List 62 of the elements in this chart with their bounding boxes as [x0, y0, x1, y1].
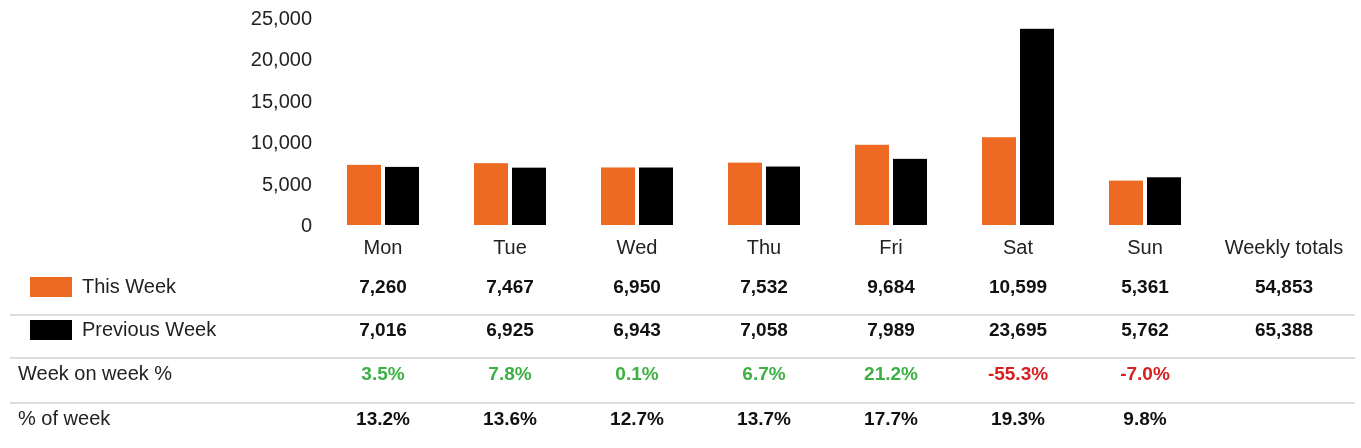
text: 3.5% [361, 363, 405, 384]
y-tick-label: 5,000 [261, 172, 312, 195]
x-tick-label: Fri [879, 236, 903, 258]
text: 6.7% [742, 363, 786, 384]
data-label: 7,260 [359, 276, 407, 297]
x-tick-label: Sat [1002, 236, 1034, 258]
text: 13.7% [737, 408, 792, 429]
bar [512, 167, 546, 225]
text: 54,853 [1254, 276, 1314, 297]
data-label: 7,058 [740, 319, 788, 340]
y-tick-label: 20,000 [250, 48, 312, 71]
legend-label: Previous Week [82, 318, 218, 340]
x-tick-label: Wed [616, 236, 658, 258]
y-tick-label: 15,000 [250, 89, 312, 112]
bar [1020, 28, 1054, 225]
legend-label: This Week [82, 275, 178, 297]
data-label: 7,016 [359, 319, 407, 340]
x-tick-label: Sun [1127, 236, 1163, 258]
y-tick-label: 0 [300, 214, 312, 236]
data-label: 7,467 [486, 276, 534, 297]
text: 17.7% [864, 408, 919, 429]
text: 13.2% [356, 408, 411, 429]
bar [893, 158, 927, 225]
text: % of week [18, 407, 112, 429]
bar [982, 137, 1016, 225]
bar [474, 163, 508, 225]
text: 7.8% [488, 363, 532, 384]
data-label: 5,762 [1121, 319, 1169, 340]
bar [347, 164, 381, 225]
x-tick-label: Mon [363, 236, 403, 258]
text: 19.3% [991, 408, 1046, 429]
text: Week on week % [18, 362, 173, 384]
data-label: 6,943 [613, 319, 661, 340]
data-label: 7,989 [867, 319, 915, 340]
x-tick-label: Tue [493, 236, 527, 258]
data-label: 6,925 [486, 319, 535, 340]
text: 65,388 [1254, 319, 1314, 340]
data-label: 10,599 [988, 276, 1048, 297]
data-label: 5,361 [1121, 276, 1170, 297]
text: -55.3% [987, 363, 1049, 384]
x-tick-label: Thu [746, 236, 782, 258]
data-label: 23,695 [988, 319, 1048, 340]
data-label: 6,950 [613, 276, 661, 297]
bar [855, 144, 889, 225]
text: -7.0% [1120, 363, 1170, 384]
bar [385, 166, 419, 225]
bar [728, 162, 762, 225]
data-label: 7,532 [740, 276, 788, 297]
data-label: 9,684 [867, 276, 916, 297]
bar [1147, 177, 1181, 225]
bar [766, 166, 800, 225]
y-tick-label: 10,000 [250, 131, 312, 154]
bar [639, 167, 673, 225]
bar [1109, 180, 1143, 225]
text: 21.2% [864, 363, 919, 384]
text: 0.1% [615, 363, 659, 384]
text: 9.8% [1123, 408, 1167, 429]
text: 13.6% [483, 408, 538, 429]
bar [601, 167, 635, 225]
text: Weekly totals [1224, 236, 1344, 258]
y-tick-label: 25,000 [250, 7, 312, 29]
text: 12.7% [610, 408, 665, 429]
